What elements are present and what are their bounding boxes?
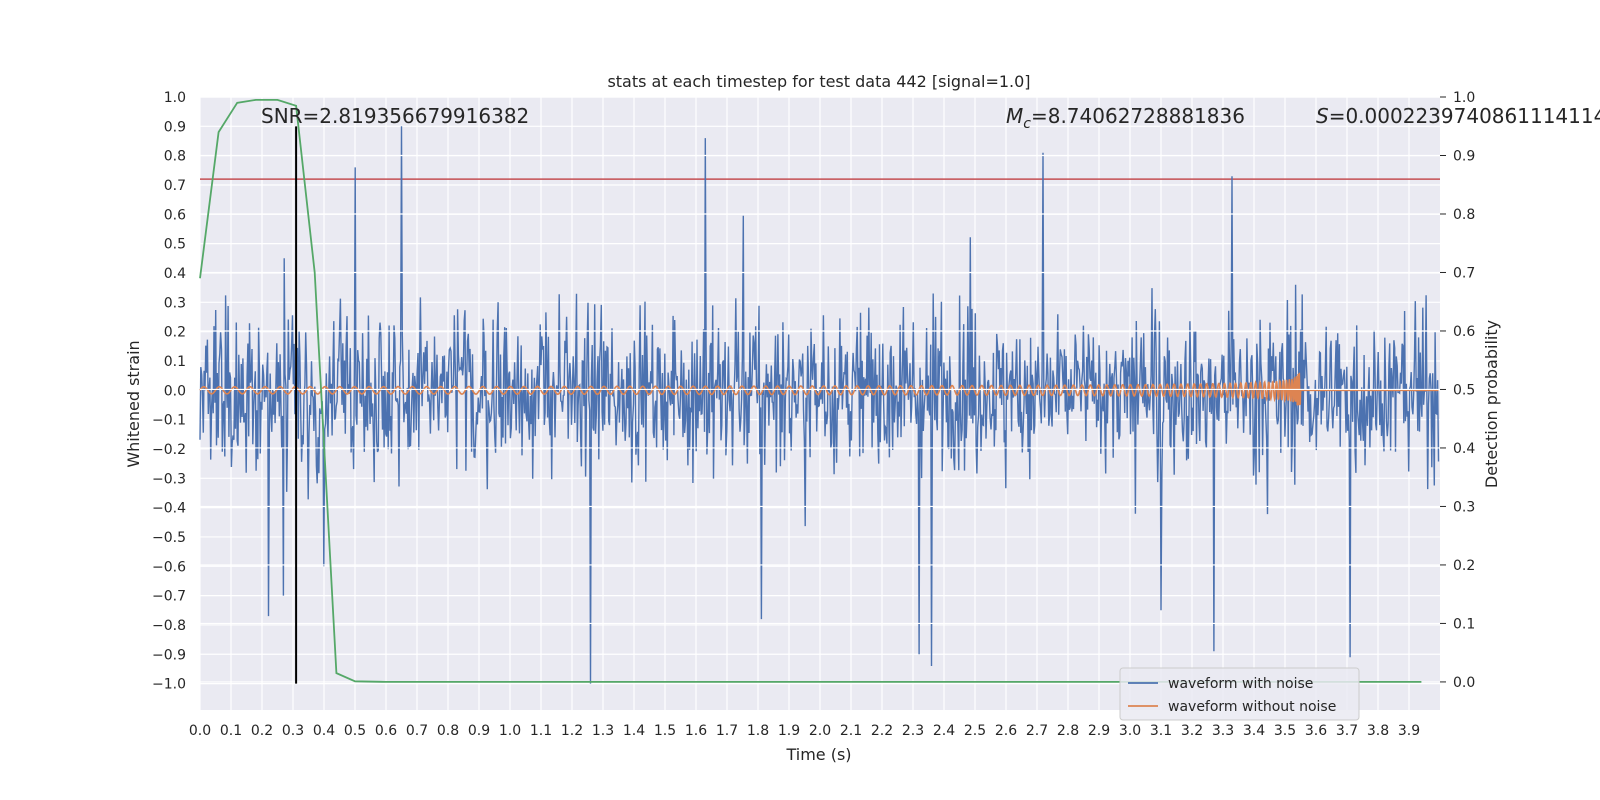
y2-axis-label: Detection probability [1482, 320, 1501, 488]
x-tick-label: 2.4 [933, 723, 955, 739]
x-tick-label: 3.3 [1212, 723, 1234, 739]
snr-score-annotation: S=0.00022397408611141145 [1316, 104, 1600, 128]
x-tick-label: 0.8 [437, 723, 459, 739]
x-tick-label: 3.4 [1243, 723, 1265, 739]
y-tick-label: −0.1 [152, 413, 186, 429]
y-tick-label: −0.5 [152, 530, 186, 546]
y-tick-label: 0.2 [164, 325, 186, 341]
x-tick-label: 2.5 [964, 723, 986, 739]
y-tick-label: −0.8 [152, 618, 186, 634]
y-tick-label: 0.9 [164, 119, 186, 135]
x-tick-label: 1.0 [499, 723, 521, 739]
x-tick-label: 0.4 [313, 723, 335, 739]
x-tick-label: 2.9 [1088, 723, 1110, 739]
y2-tick-label: 0.3 [1453, 499, 1475, 515]
y-tick-label: 1.0 [164, 90, 186, 106]
y-tick-label: 0.6 [164, 207, 186, 223]
y-tick-label: −0.2 [152, 442, 186, 458]
y-tick-label: 0.1 [164, 354, 186, 370]
y2-tick-label: 0.6 [1453, 324, 1475, 340]
x-tick-label: 2.1 [840, 723, 862, 739]
y2-tick-label: 0.0 [1453, 675, 1475, 691]
x-tick-label: 0.1 [220, 723, 242, 739]
y-tick-label: 0.4 [164, 266, 186, 282]
x-tick-label: 0.3 [282, 723, 304, 739]
x-tick-label: 3.6 [1305, 723, 1327, 739]
x-tick-label: 1.1 [530, 723, 552, 739]
x-tick-label: 1.6 [685, 723, 707, 739]
x-tick-label: 0.7 [406, 723, 428, 739]
x-tick-label: 3.9 [1398, 723, 1420, 739]
y2-tick-label: 0.8 [1453, 207, 1475, 223]
y2-tick-label: 0.5 [1453, 382, 1475, 398]
legend-label-clean: waveform without noise [1168, 699, 1336, 715]
x-tick-label: 2.8 [1057, 723, 1079, 739]
x-tick-label: 1.3 [592, 723, 614, 739]
legend: waveform with noise waveform without noi… [1119, 667, 1360, 721]
y-tick-label: −1.0 [152, 677, 186, 693]
x-tick-label: 3.7 [1336, 723, 1358, 739]
y-tick-label: −0.7 [152, 589, 186, 605]
legend-box [1119, 667, 1360, 721]
x-axis-ticks: 0.0 0.1 0.2 0.3 0.4 0.5 0.6 0.7 0.8 0.9 1.0 1.1 1.2 1… [189, 723, 1420, 739]
legend-label-noise: waveform with noise [1168, 676, 1313, 692]
snr-annotation: SNR=2.819356679916382 [261, 104, 529, 128]
x-tick-label: 0.6 [375, 723, 397, 739]
x-axis-label: Time (s) [785, 745, 851, 764]
x-tick-label: 2.7 [1026, 723, 1048, 739]
y2-tick-label: 0.7 [1453, 265, 1475, 281]
x-tick-label: 0.5 [344, 723, 366, 739]
x-tick-label: 1.7 [716, 723, 738, 739]
x-tick-label: 2.3 [902, 723, 924, 739]
x-tick-label: 3.1 [1150, 723, 1172, 739]
y2-tick-label: 0.2 [1453, 558, 1475, 574]
x-tick-label: 2.0 [809, 723, 831, 739]
x-tick-label: 1.2 [561, 723, 583, 739]
y-tick-label: 0.0 [164, 383, 186, 399]
x-tick-label: 1.5 [654, 723, 676, 739]
chart-title: stats at each timestep for test data 442… [607, 72, 1030, 91]
y-tick-label: −0.6 [152, 559, 186, 575]
y-tick-label: 0.8 [164, 149, 186, 165]
y-tick-label: 0.7 [164, 178, 186, 194]
x-tick-label: 1.9 [778, 723, 800, 739]
x-tick-label: 3.2 [1181, 723, 1203, 739]
y2-tick-label: 0.4 [1453, 441, 1475, 457]
series-waveform-without-noise [199, 372, 1439, 406]
x-tick-label: 0.9 [468, 723, 490, 739]
x-tick-label: 1.4 [623, 723, 645, 739]
series-waveform-with-noise [199, 126, 1440, 684]
y-axis-ticks: 1.0 0.9 0.8 0.7 0.6 0.5 0.4 0.3 0.2 0.1 0.0 −0.1 −0.… [152, 90, 186, 693]
chirp-mass-annotation: Mc=8.74062728881836 [1006, 104, 1245, 132]
x-tick-label: 0.2 [251, 723, 273, 739]
series-detection-probability [199, 99, 1422, 683]
y-tick-label: −0.3 [152, 471, 186, 487]
y2-tick-label: 1.0 [1453, 90, 1475, 106]
x-tick-label: 2.2 [871, 723, 893, 739]
y2-tick-label: 0.9 [1453, 148, 1475, 164]
y2-axis-ticks: 1.0 0.9 0.8 0.7 0.6 0.5 0.4 0.3 0.2 0.1 0.0 [1440, 90, 1475, 691]
x-tick-label: 3.5 [1274, 723, 1296, 739]
y-tick-label: −0.4 [152, 501, 186, 517]
x-tick-label: 2.6 [995, 723, 1017, 739]
x-tick-label: 3.0 [1119, 723, 1141, 739]
y-axis-label: Whitened strain [124, 340, 143, 467]
x-tick-label: 0.0 [189, 723, 211, 739]
x-tick-label: 3.8 [1367, 723, 1389, 739]
y2-tick-label: 0.1 [1453, 616, 1475, 632]
x-tick-label: 1.8 [747, 723, 769, 739]
y-tick-label: 0.3 [164, 295, 186, 311]
y-tick-label: 0.5 [164, 237, 186, 253]
y-tick-label: −0.9 [152, 647, 186, 663]
